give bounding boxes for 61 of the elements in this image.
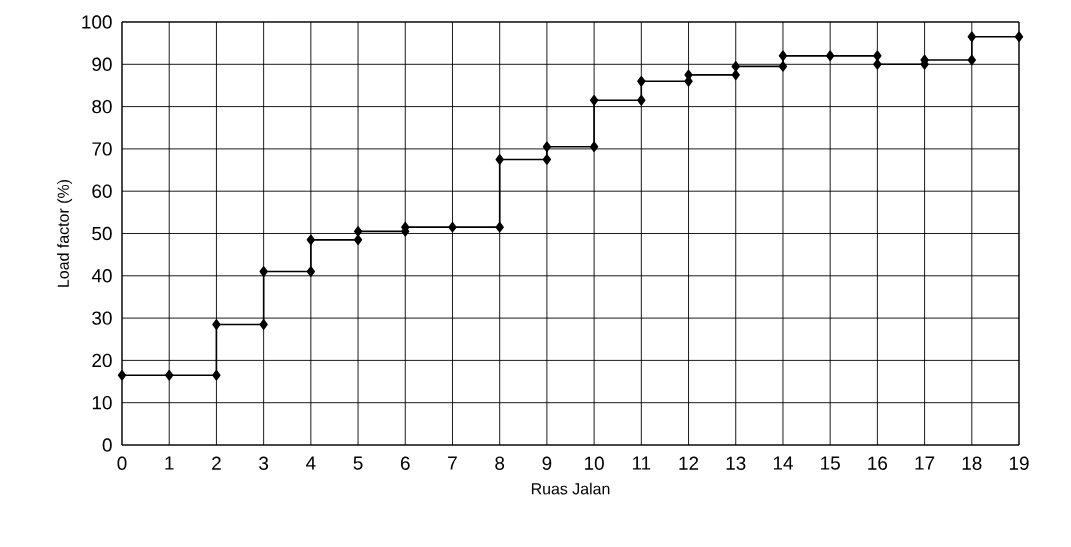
point xyxy=(1014,31,1024,43)
point xyxy=(873,59,882,70)
point xyxy=(259,319,268,330)
point xyxy=(495,154,504,165)
x-tick-label: 17 xyxy=(915,456,935,470)
point xyxy=(589,94,599,106)
x-tick-label: 9 xyxy=(542,456,552,470)
point xyxy=(589,141,599,153)
y-tick-label: 50 xyxy=(92,226,112,241)
x-tick-label: 15 xyxy=(821,456,840,470)
point xyxy=(306,234,316,246)
point xyxy=(542,141,552,153)
x-tick-label: 4 xyxy=(306,456,316,470)
point xyxy=(448,221,457,233)
x-tick-label: 19 xyxy=(1009,456,1029,470)
point xyxy=(731,69,740,81)
y-tick-label: 30 xyxy=(92,311,112,325)
y-tick-label: 70 xyxy=(92,142,112,156)
y-tick-label: 100 xyxy=(82,15,112,29)
point xyxy=(353,234,363,246)
x-tick-label: 14 xyxy=(773,456,793,470)
point xyxy=(637,75,646,87)
x-tick-label: 11 xyxy=(632,456,651,470)
y-tick-label: 0 xyxy=(102,438,112,452)
point xyxy=(212,319,221,330)
x-tick-label: 13 xyxy=(726,456,746,470)
point xyxy=(165,369,174,381)
x-tick-label: 10 xyxy=(585,456,604,470)
point xyxy=(826,50,835,62)
y-tick-label: 10 xyxy=(92,396,112,410)
x-tick-label: 7 xyxy=(448,456,457,470)
x-tick-label: 12 xyxy=(679,456,699,470)
y-tick-label: 20 xyxy=(92,353,112,368)
point xyxy=(778,50,788,62)
y-axis-title: Load factor (%) xyxy=(57,180,73,287)
point xyxy=(306,266,316,277)
x-axis-title: Ruas Jalan xyxy=(531,482,610,495)
x-tick-label: 6 xyxy=(400,456,410,470)
point xyxy=(967,54,976,66)
point xyxy=(212,369,221,381)
y-tick-label: 80 xyxy=(92,99,112,114)
x-tick-label: 18 xyxy=(962,456,982,470)
point xyxy=(353,226,363,237)
point xyxy=(778,61,788,72)
x-tick-label: 5 xyxy=(353,456,363,470)
x-tick-label: 2 xyxy=(212,456,221,470)
y-tick-label: 60 xyxy=(92,184,112,198)
x-tick-label: 8 xyxy=(495,456,505,470)
x-tick-label: 0 xyxy=(117,456,127,470)
x-tick-label: 1 xyxy=(165,456,174,470)
y-tick-label: 40 xyxy=(91,269,112,283)
point xyxy=(117,369,127,381)
point xyxy=(637,94,646,106)
y-tick-label: 90 xyxy=(92,57,112,71)
point xyxy=(967,31,976,43)
point xyxy=(542,154,552,165)
x-tick-label: 3 xyxy=(259,456,269,470)
point xyxy=(731,61,740,72)
point xyxy=(495,221,504,233)
point xyxy=(259,266,268,277)
x-tick-label: 16 xyxy=(868,456,888,470)
